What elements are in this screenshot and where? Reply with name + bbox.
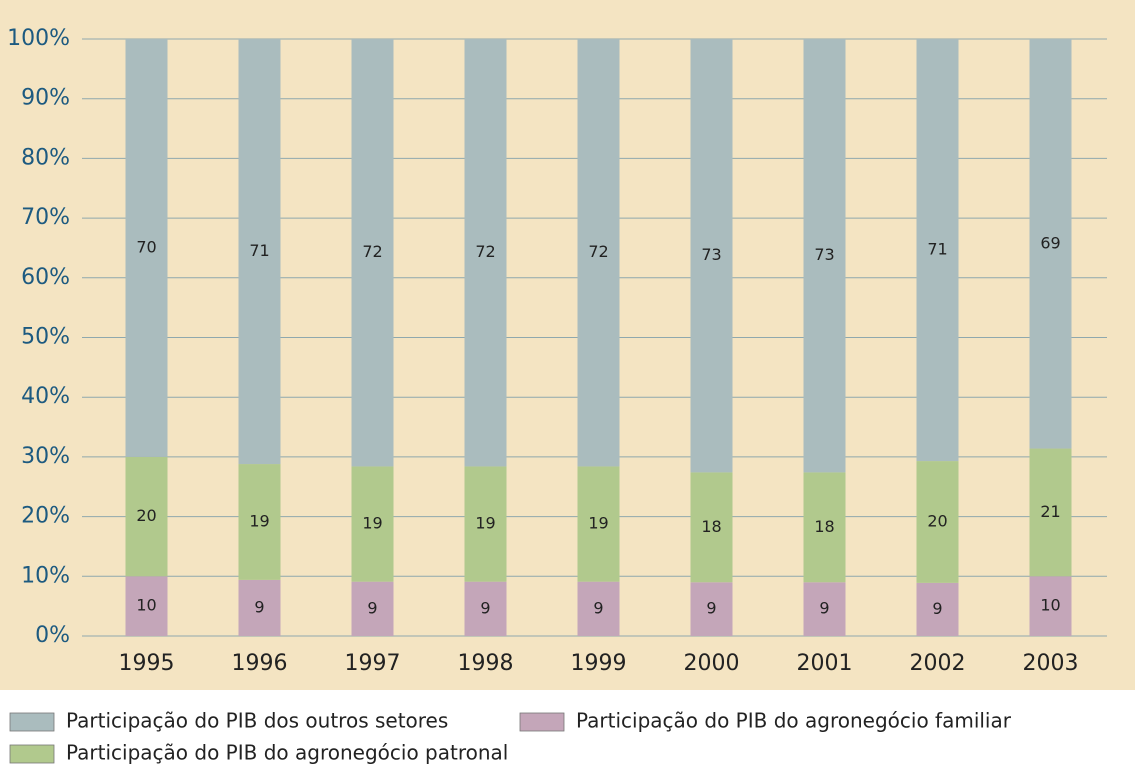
value-label: 9 [932,599,942,618]
bar-segment [125,456,168,577]
bar-segment [803,39,846,473]
bar-segment [238,39,281,465]
y-tick-label: 100% [7,26,70,51]
value-label: 21 [1040,502,1060,521]
legend-label: Participação do PIB do agronegócio patro… [66,741,508,765]
value-label: 71 [927,240,947,259]
bar-segment [916,461,959,583]
bar-segment [351,581,394,636]
y-tick-label: 20% [21,504,70,529]
bar-segment [238,464,281,580]
value-label: 73 [814,245,834,264]
value-label: 19 [475,514,495,533]
x-tick-label: 1998 [458,651,514,676]
value-label: 69 [1040,233,1060,252]
value-label: 18 [701,517,721,536]
value-label: 19 [588,514,608,533]
value-label: 71 [249,241,269,260]
legend-swatch [519,712,565,732]
bar-segment [1029,448,1072,577]
value-label: 19 [362,514,382,533]
bar-segment [1029,576,1072,636]
x-tick-label: 1997 [345,651,401,676]
bar-segment [464,581,507,636]
bar-segment [1029,39,1072,449]
x-tick-label: 2003 [1023,651,1079,676]
value-label: 9 [819,599,829,618]
value-label: 9 [593,598,603,617]
bar-segment [916,582,959,636]
value-label: 20 [136,506,156,525]
bar-segment [351,39,394,467]
value-label: 73 [701,245,721,264]
value-label: 9 [706,599,716,618]
bar-segment [351,466,394,582]
value-label: 10 [136,596,156,615]
chart-background [0,0,1135,690]
value-label: 9 [367,598,377,617]
bar-segment [690,582,733,636]
x-tick-label: 2001 [797,651,853,676]
legend-swatch [9,744,55,764]
bar-segment [690,472,733,583]
x-tick-label: 2000 [684,651,740,676]
y-tick-label: 0% [35,623,70,648]
x-tick-label: 1999 [571,651,627,676]
x-tick-label: 1996 [232,651,288,676]
bar-segment [577,466,620,582]
legend-swatch [9,712,55,732]
bar-segment [125,39,168,457]
value-label: 10 [1040,596,1060,615]
value-label: 18 [814,517,834,536]
value-label: 9 [480,598,490,617]
y-tick-label: 30% [21,444,70,469]
bar-segment [238,579,281,636]
bar-segment [464,39,507,467]
value-label: 9 [254,597,264,616]
bar-segment [125,576,168,636]
legend-label: Participação do PIB dos outros setores [66,709,448,733]
y-tick-label: 80% [21,145,70,170]
y-tick-label: 60% [21,265,70,290]
value-label: 72 [362,242,382,261]
value-label: 72 [588,242,608,261]
y-tick-label: 40% [21,384,70,409]
value-label: 72 [475,242,495,261]
x-tick-label: 2002 [910,651,966,676]
bar-segment [803,472,846,583]
y-tick-label: 70% [21,205,70,230]
bar-segment [690,39,733,473]
y-tick-label: 90% [21,86,70,111]
x-tick-label: 1995 [119,651,175,676]
y-tick-label: 10% [21,563,70,588]
value-label: 19 [249,511,269,530]
y-tick-label: 50% [21,325,70,350]
bar-segment [577,581,620,636]
bar-segment [464,466,507,582]
value-label: 70 [136,237,156,256]
bar-segment [803,582,846,636]
value-label: 20 [927,511,947,530]
bar-segment [916,39,959,462]
legend-label: Participação do PIB do agronegócio famil… [576,709,1012,733]
bar-segment [577,39,620,467]
